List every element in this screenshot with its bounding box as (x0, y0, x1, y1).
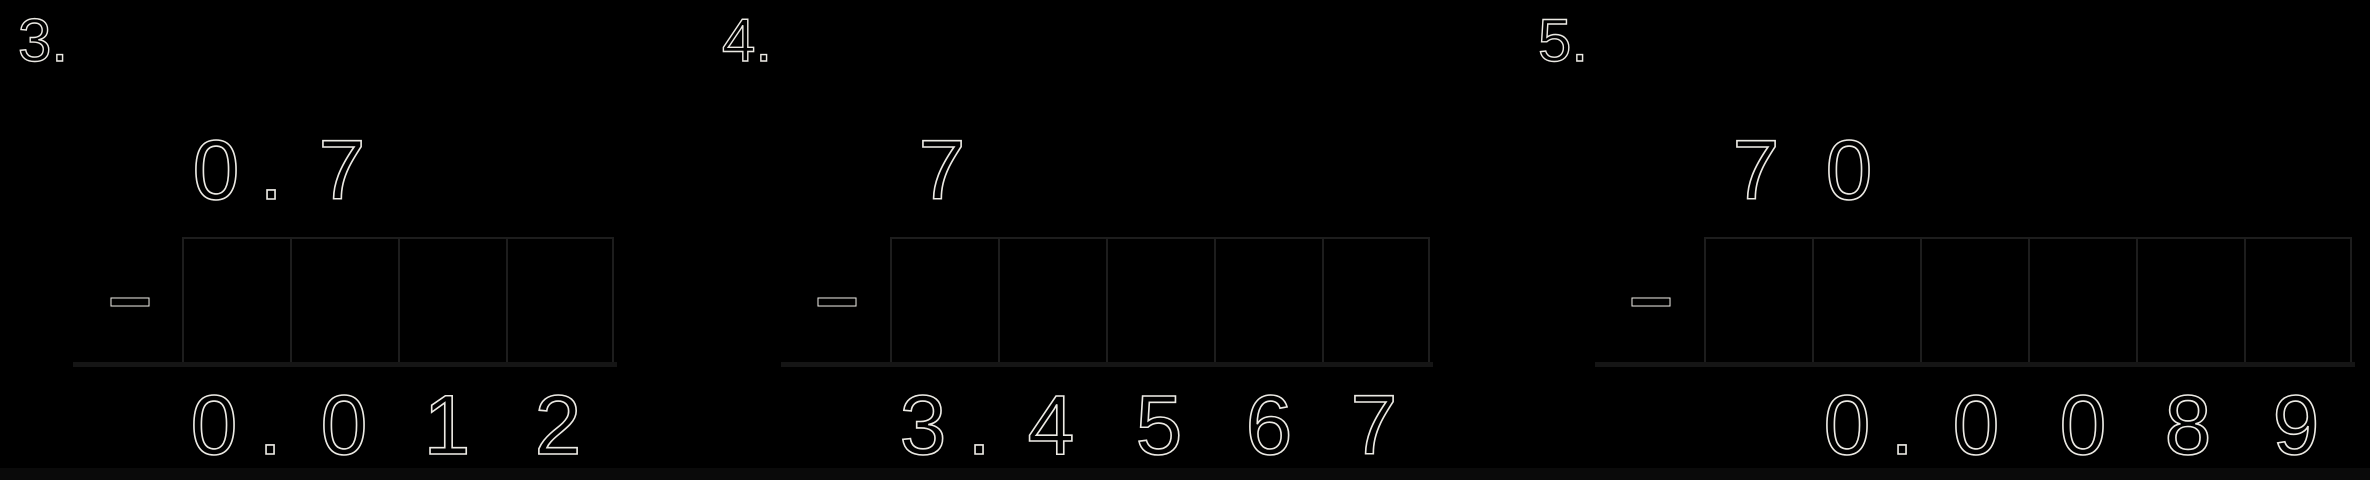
digit-glyph: 0 (320, 378, 368, 472)
problem-number: 4. (721, 7, 773, 74)
digit-glyph: 1 (423, 378, 471, 472)
digit-glyph: 0 (190, 378, 238, 472)
digit-glyph: 7 (1732, 123, 1780, 217)
digit-glyph: 3 (899, 378, 947, 472)
digit-glyph: 0 (2059, 378, 2107, 472)
decimal-point: . (1890, 378, 1915, 472)
box-divider (2136, 239, 2138, 362)
digit-glyph: 5 (1135, 378, 1183, 472)
box-divider (1106, 239, 1108, 362)
box-divider (1920, 239, 1922, 362)
digit-glyph: 2 (534, 378, 582, 472)
box-divider (1322, 239, 1324, 362)
minus-icon (110, 297, 150, 307)
decimal-point: . (967, 378, 992, 472)
digit-box[interactable] (1706, 239, 1814, 362)
box-divider (398, 239, 400, 362)
problem-number: 5. (1537, 7, 1589, 74)
answer-boxes (1704, 237, 2352, 362)
digit-glyph: 4 (1027, 378, 1075, 472)
page-bottom-edge (0, 468, 2370, 480)
box-divider (1214, 239, 1216, 362)
answer-line (781, 362, 1433, 367)
answer-boxes (182, 237, 614, 362)
digit-box[interactable] (2030, 239, 2138, 362)
box-divider (506, 239, 508, 362)
digit-box[interactable] (2246, 239, 2354, 362)
digit-glyph: 6 (1245, 378, 1293, 472)
box-divider (998, 239, 1000, 362)
decimal-point: . (259, 123, 284, 217)
answer-line (1595, 362, 2355, 367)
box-divider (2028, 239, 2030, 362)
minus-icon (817, 297, 857, 307)
digit-glyph: 0 (1825, 123, 1873, 217)
digit-glyph: 7 (318, 123, 366, 217)
digit-box[interactable] (1922, 239, 2030, 362)
digit-glyph: 0 (1823, 378, 1871, 472)
digit-glyph: 9 (2272, 378, 2320, 472)
minus-icon (1631, 297, 1671, 307)
answer-boxes (890, 237, 1430, 362)
digit-box[interactable] (2138, 239, 2246, 362)
digit-box[interactable] (1814, 239, 1922, 362)
decimal-point: . (258, 378, 283, 472)
answer-line (73, 362, 617, 367)
digit-glyph: 7 (1350, 378, 1398, 472)
digit-glyph: 0 (192, 123, 240, 217)
box-divider (290, 239, 292, 362)
digit-glyph: 7 (918, 123, 966, 217)
problem-number: 3. (17, 7, 69, 74)
digit-glyph: 8 (2164, 378, 2212, 472)
box-divider (2244, 239, 2246, 362)
box-divider (1812, 239, 1814, 362)
digit-glyph: 0 (1952, 378, 2000, 472)
